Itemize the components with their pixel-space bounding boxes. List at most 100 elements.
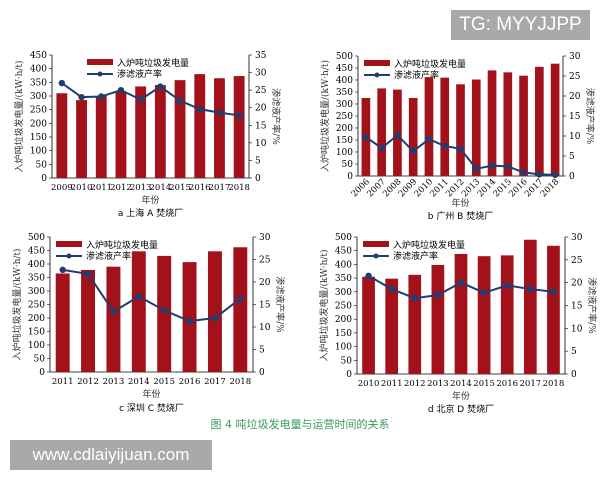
- bar-2012: [115, 91, 127, 178]
- y-tick-label: 400: [28, 260, 45, 270]
- y-tick-label: 350: [28, 274, 45, 284]
- bar-2018: [550, 63, 560, 176]
- y2-tick-label: 20: [569, 92, 581, 102]
- leachate-line: [62, 268, 241, 323]
- bar-2014: [454, 253, 468, 374]
- point-2013: [473, 165, 480, 172]
- y-tick-label: 300: [336, 100, 353, 110]
- bar-2014: [131, 251, 146, 372]
- bar-2017: [535, 66, 544, 176]
- point-2010: [425, 136, 433, 143]
- point-2016: [520, 169, 527, 176]
- bar-2009: [408, 98, 418, 176]
- point-2009: [409, 148, 417, 155]
- x-tick-label: 2012: [404, 379, 426, 389]
- y-axis-title: 入炉吨垃圾发电量/(kW·h/t): [318, 249, 330, 361]
- subplot-title: c 深圳 C 焚烧厂: [119, 402, 184, 414]
- x-tick-label: 2011: [381, 379, 403, 389]
- y-tick-label: 200: [28, 314, 45, 324]
- bar-2015: [477, 256, 491, 374]
- y-tick-label: 250: [335, 302, 352, 312]
- y-tick-label: 400: [335, 260, 352, 270]
- x-tick-label: 2014: [150, 183, 172, 193]
- x-tick-label: 2012: [110, 183, 132, 193]
- bar-2016: [500, 255, 514, 374]
- y-tick-label: 150: [28, 328, 45, 338]
- point-2014: [135, 293, 143, 300]
- point-2015: [480, 289, 488, 296]
- x-tick-label: 2016: [179, 377, 201, 387]
- y-tick-label: 350: [30, 78, 47, 88]
- leachate-line: [61, 82, 240, 117]
- chart-c: 0 50 100 150 200 250 300 350 400 450 500 0 5 10 15 20 25…: [11, 233, 286, 414]
- y-tick-label: 450: [30, 51, 47, 61]
- point-2011: [59, 266, 66, 274]
- y-tick-label: 50: [34, 355, 46, 365]
- bar-2011: [440, 77, 450, 176]
- watermark-top: TG: MYYJJPP: [451, 10, 590, 40]
- y-tick-label: 100: [28, 341, 45, 351]
- legend-line-marker: [97, 71, 103, 77]
- y-axis-title: 入炉吨垃圾发电量/(kW·h/t): [13, 60, 25, 172]
- y-tick-label: 400: [336, 76, 353, 86]
- y-tick-label: 0: [41, 174, 47, 184]
- bar-2012: [81, 269, 96, 372]
- x-tick-label: 2016: [189, 183, 211, 193]
- y-tick-label: 450: [335, 247, 352, 257]
- x-tick-label: 2012: [77, 377, 99, 387]
- x-axis-title: 年份: [451, 197, 469, 209]
- y-tick-label: 50: [36, 160, 48, 170]
- bar-2018: [233, 247, 248, 372]
- legend-line-label: 渗滤液产率: [86, 250, 131, 262]
- point-2012: [84, 270, 92, 278]
- bar-2010: [76, 100, 87, 178]
- y-tick-label: 0: [39, 368, 45, 378]
- bar-2010: [424, 77, 434, 176]
- chart-b: 0 50 100 150 200 250 300 350 400 450 500 0 5 10 15 20 25…: [319, 52, 596, 222]
- point-2017: [216, 109, 223, 116]
- y2-tick-label: 15: [571, 302, 583, 312]
- y-tick-label: 200: [335, 315, 352, 325]
- y2-tick-label: 25: [259, 256, 271, 266]
- bar-2015: [174, 80, 186, 178]
- y2-axis-title: 渗滤液产率/%: [584, 88, 596, 145]
- point-2007: [378, 144, 385, 152]
- bar-2015: [157, 255, 172, 372]
- y-tick-label: 500: [336, 52, 353, 62]
- x-tick-label: 2014: [128, 377, 150, 387]
- point-2008: [394, 132, 401, 139]
- y-tick-label: 450: [336, 64, 353, 74]
- x-tick-label: 2017: [204, 377, 226, 387]
- point-2012: [411, 294, 418, 302]
- legend-line-marker: [374, 72, 380, 78]
- x-tick-label: 2018: [228, 183, 250, 193]
- y-tick-label: 150: [336, 136, 353, 146]
- point-2013: [434, 291, 442, 299]
- x-tick-label: 2018: [543, 379, 565, 389]
- x-tick-label: 2017: [520, 379, 542, 389]
- x-axis-title: 年份: [452, 390, 470, 402]
- y2-axis-title: 渗滤液产率/%: [270, 88, 282, 145]
- bar-2016: [194, 74, 206, 178]
- y2-tick-label: 0: [255, 174, 261, 184]
- y2-tick-label: 10: [259, 323, 271, 333]
- y-tick-label: 500: [28, 233, 45, 243]
- point-2017: [527, 285, 534, 293]
- y-tick-label: 150: [30, 133, 47, 143]
- y2-tick-label: 25: [571, 256, 583, 266]
- y-tick-label: 500: [335, 233, 352, 243]
- y-tick-label: 100: [30, 147, 47, 157]
- y2-tick-label: 5: [571, 347, 577, 357]
- x-axis-title: 年份: [142, 388, 160, 400]
- y2-tick-label: 20: [571, 279, 583, 289]
- legend-bar-swatch: [363, 241, 389, 247]
- point-2016: [504, 282, 511, 289]
- point-2009: [58, 79, 66, 87]
- y-tick-label: 250: [30, 106, 47, 116]
- y-tick-label: 350: [336, 88, 353, 98]
- x-tick-label: 2017: [209, 183, 231, 193]
- x-tick-label: 2011: [90, 183, 112, 193]
- y-tick-label: 250: [336, 112, 353, 122]
- legend-bar-label: 入炉吨垃圾发电量: [117, 57, 189, 69]
